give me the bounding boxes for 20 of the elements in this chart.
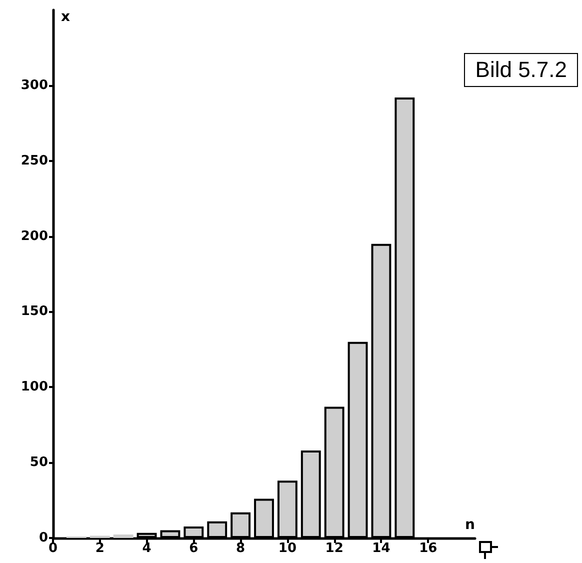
x-tick-label: 10 (278, 541, 296, 556)
y-tick-label: 300 (20, 78, 48, 93)
x-tick-label: 4 (142, 541, 152, 556)
x-tick-label: 2 (95, 541, 104, 556)
bar (113, 534, 134, 538)
y-tick-label: 100 (20, 380, 48, 395)
y-tick-label: 150 (20, 304, 48, 320)
x-tick-label: 16 (419, 541, 438, 556)
x-axis-title: n (465, 517, 475, 533)
y-tick-label: 200 (20, 228, 48, 244)
y-tick-label: 250 (20, 153, 48, 168)
x-tick-label: 6 (189, 541, 198, 556)
text: Bild 5.7.2 (464, 53, 578, 87)
y-tick-label: 0 (38, 530, 48, 546)
x-tick-label: 0 (48, 541, 58, 556)
x-tick-label: 8 (236, 541, 246, 556)
y-tick-label: 50 (30, 455, 48, 470)
x-tick-label: 14 (372, 541, 390, 556)
x-tick-label: 12 (325, 541, 344, 556)
y-axis-title: x (61, 9, 70, 25)
